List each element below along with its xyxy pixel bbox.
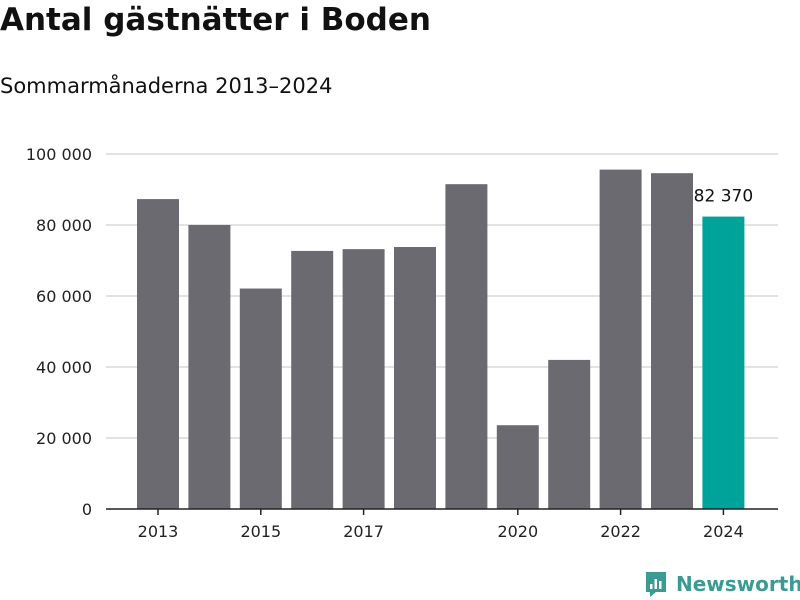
y-tick-label: 100 000 [26, 145, 92, 164]
bar-chart: 0 20 000 40 000 60 000 80 000 100 000 2013 2015… [26, 145, 778, 541]
bar-2024 [702, 216, 745, 510]
y-tick-label: 40 000 [36, 358, 92, 377]
y-tick-label: 60 000 [36, 287, 92, 306]
bar-2018 [394, 247, 436, 509]
bar-2015 [239, 288, 282, 509]
bar-2016 [291, 250, 334, 510]
bar-2019 [445, 184, 488, 510]
data-label-2024: 82 370 [694, 187, 753, 207]
x-tick-label: 2022 [600, 522, 641, 541]
bar-2013 [137, 199, 179, 509]
x-tick-label: 2017 [343, 522, 384, 541]
bar-2014 [188, 225, 231, 509]
y-tick-label: 80 000 [36, 216, 92, 235]
bar-2023 [651, 173, 693, 510]
bar-2017 [342, 249, 385, 509]
x-tick-label: 2013 [138, 522, 179, 541]
chart-subtitle: Sommarmånaderna 2013–2024 [0, 74, 333, 98]
x-tick-label: 2020 [497, 522, 538, 541]
newsworthy-logo-icon [646, 572, 666, 597]
chart-title: Antal gästnätter i Boden [0, 2, 431, 38]
x-tick-label: 2024 [703, 522, 744, 541]
newsworthy-logo-text: Newsworthy [676, 572, 800, 596]
bar-2020 [496, 425, 539, 509]
x-tick-label: 2015 [240, 522, 281, 541]
newsworthy-logo: Newsworthy [644, 568, 800, 600]
y-tick-label: 0 [82, 500, 92, 519]
bar-2021 [548, 359, 591, 509]
y-tick-label: 20 000 [36, 429, 92, 448]
bar-2022 [599, 169, 642, 509]
